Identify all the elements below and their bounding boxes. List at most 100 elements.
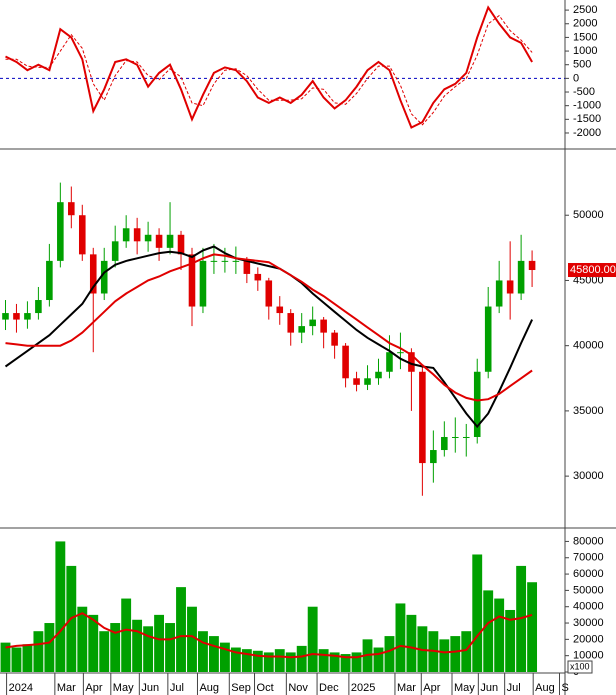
volume-bar [527,582,538,672]
candle-body [265,280,273,307]
unit-box [567,660,593,674]
ma-line [5,253,533,402]
volume-bar [285,652,296,672]
x-tick-label: Dec [319,682,339,694]
candle-body [243,260,251,274]
candle-body [232,260,240,262]
candle-body [111,241,119,261]
x-tick-label: Aug [535,682,555,694]
volume-bar [132,619,143,672]
y-tick-label: 2000 [573,18,597,30]
candle-body [397,352,404,354]
candle-body [68,202,75,216]
price-label-box [568,263,616,278]
volume-bar [494,598,505,672]
y-tick-label: 30000 [573,617,604,629]
x-tick-label: Aug [199,682,219,694]
ma-line [5,5,533,129]
candle-body [331,332,338,346]
candle-body [155,234,163,248]
candle-body [276,306,284,314]
volume-bar [263,652,274,672]
candle-body [100,260,108,294]
y-tick-label: -500 [573,86,595,98]
volume-bar [187,606,197,672]
x-tick-label: Mar [57,682,76,694]
volume-bar [230,647,241,672]
candle-body [13,313,20,320]
volume-bar [351,652,362,672]
x-tick-label: Jun [480,682,498,694]
candle-body [188,254,196,307]
x-tick-label: Jun [141,682,159,694]
volume-bar [11,647,22,672]
y-tick-label: -1000 [573,100,601,112]
candle-body [24,313,31,320]
volume-bar [439,639,450,672]
volume-bar [406,614,417,672]
candle-body [495,280,503,307]
volume-bar [318,649,329,672]
candle-body [309,319,316,327]
x-tick-label: Jul [507,682,521,694]
x-tick-label: Nov [288,682,308,694]
volume-bar [33,631,44,672]
candle-body [144,234,152,242]
candle-body [353,378,360,385]
volume-bar [176,587,186,672]
x-tick-label: S [562,682,569,694]
price-label: 45800.00 [570,264,616,276]
y-tick-label: 50000 [573,209,604,221]
candle-body [35,300,42,314]
x-tick-label: Apr [85,682,102,694]
candle-body [166,234,174,248]
candle-body [199,260,207,307]
y-tick-label: 1000 [573,45,597,57]
x-tick-label: Sep [231,682,251,694]
volume-bar [384,636,395,672]
y-tick-label: 2500 [573,4,597,16]
candle-body [441,436,448,451]
volume-bar [198,631,208,672]
y-tick-label: 40000 [573,601,604,613]
y-tick-label: 35000 [573,405,604,417]
candle-body [430,450,437,464]
candle-body [89,254,97,294]
y-tick-label: -2000 [573,127,601,139]
volume-bar [329,652,340,672]
x-tick-label: Mar [397,682,416,694]
candle-body [254,273,262,281]
y-tick-label: -1500 [573,113,601,125]
candle-body [484,306,492,372]
volume-bar [121,598,132,672]
candle-body [298,326,305,333]
y-tick-label: 10000 [573,650,604,662]
y-tick-label: 0 [573,72,579,84]
candle-body [177,234,185,255]
volume-bar [143,626,154,672]
volume-bar [219,642,230,672]
x-tick-label: May [113,682,134,694]
candle-body [462,436,470,438]
candle-body [517,260,525,294]
volume-bar [450,636,461,672]
y-tick-label: 20000 [573,633,604,645]
volume-bar [110,623,121,672]
volume-bar [252,650,263,672]
candle-body [386,352,393,372]
candle-body [452,436,459,438]
y-tick-label: 45000 [573,274,604,286]
candle-body [473,371,481,437]
y-tick-label: 40000 [573,340,604,352]
candle-body [320,319,327,333]
candle-body [221,260,229,262]
x-tick-label: Oct [257,682,274,694]
candle-body [133,228,141,242]
y-tick-label: 70000 [573,552,604,564]
volume-bar [296,645,307,672]
candle-body [364,378,371,385]
ma-line [4,245,534,429]
candle-body [46,260,53,301]
volume-bar [0,642,11,672]
